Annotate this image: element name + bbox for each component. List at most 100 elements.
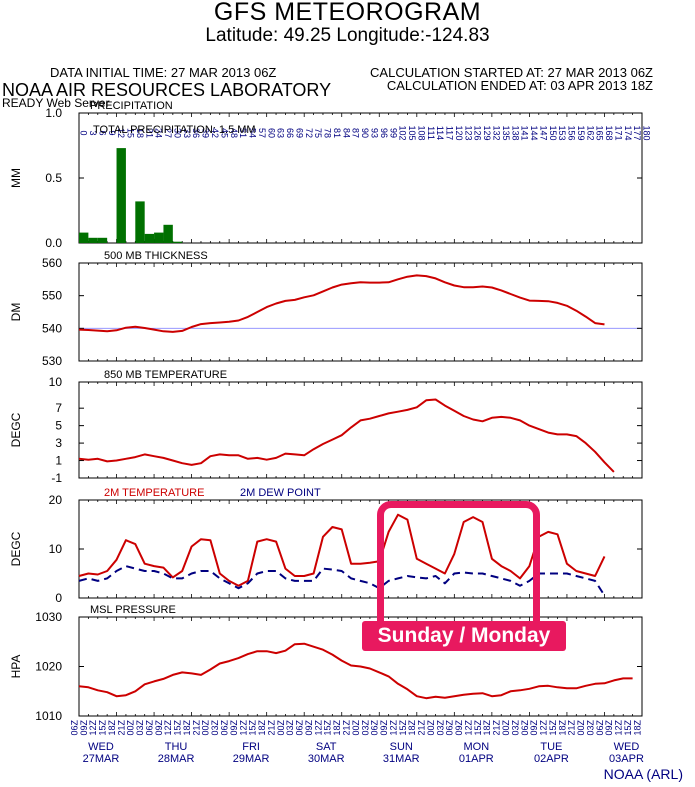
noaa-credit: NOAA (ARL) xyxy=(603,766,683,782)
hour-tick-label: 21Z xyxy=(567,720,577,736)
hour-tick-label: 18Z xyxy=(257,720,267,736)
hour-tick-label: 12Z xyxy=(163,720,173,736)
forecast-hour-label: 126 xyxy=(473,125,483,140)
forecast-hour-label: 18 xyxy=(135,128,145,138)
forecast-hour-label: 135 xyxy=(501,125,511,140)
hour-tick-label: 09Z xyxy=(379,720,389,736)
hour-tick-label: 00Z xyxy=(501,720,511,736)
panel-title: PRECIPITATION xyxy=(90,100,173,112)
highlight-label: Sunday / Monday xyxy=(362,621,566,651)
forecast-hour-label: 141 xyxy=(520,125,530,140)
hour-tick-label: 15Z xyxy=(173,720,183,736)
panel-frame xyxy=(78,262,643,362)
hour-tick-label: 03Z xyxy=(435,720,445,736)
day-label: THU xyxy=(165,741,188,753)
y-axis-label: DM xyxy=(9,303,23,322)
forecast-hour-label: 159 xyxy=(576,125,586,140)
day-label: TUE xyxy=(540,741,562,753)
hour-tick-label: 00Z xyxy=(126,720,136,736)
hour-tick-label: 21Z xyxy=(492,720,502,736)
y-tick-label: 5 xyxy=(55,419,62,433)
hour-tick-label: 15Z xyxy=(548,720,558,736)
hour-tick-label: 12Z xyxy=(88,720,98,736)
date-label: 02APR xyxy=(534,753,569,765)
hour-tick-label: 12Z xyxy=(238,720,248,736)
forecast-hour-label: 132 xyxy=(491,125,501,140)
hour-tick-label: 06Z xyxy=(520,720,530,736)
hour-tick-label: 15Z xyxy=(398,720,408,736)
hour-tick-label: 09Z xyxy=(604,720,614,736)
hour-tick-label: 03Z xyxy=(135,720,145,736)
calculation-started: CALCULATION STARTED AT: 27 MAR 2013 06Z xyxy=(370,65,653,80)
precip-bar xyxy=(163,224,173,243)
day-label: MON xyxy=(463,741,489,753)
forecast-hour-label: 60 xyxy=(266,128,276,138)
day-label: WED xyxy=(88,741,114,753)
y-axis-label: DEGC xyxy=(9,531,23,566)
hour-tick-label: 03Z xyxy=(510,720,520,736)
forecast-hour-label: 156 xyxy=(567,125,577,140)
forecast-hour-label: 171 xyxy=(613,125,623,140)
hour-tick-label: 00Z xyxy=(576,720,586,736)
hour-tick-label: 18Z xyxy=(107,720,117,736)
hour-tick-label: 06Z xyxy=(595,720,605,736)
precip-bar xyxy=(116,148,126,243)
hour-tick-label: 03Z xyxy=(285,720,295,736)
forecast-hour-label: 180 xyxy=(642,125,652,140)
forecast-hour-label: 24 xyxy=(154,128,164,138)
forecast-hour-label: 123 xyxy=(463,125,473,140)
hour-tick-label: 12Z xyxy=(388,720,398,736)
forecast-hour-label: 117 xyxy=(445,126,455,140)
forecast-hour-label: 9 xyxy=(107,130,117,135)
date-label: 27MAR xyxy=(83,753,120,765)
hour-tick-label: 06Z xyxy=(220,720,230,736)
hour-tick-label: 12Z xyxy=(463,720,473,736)
forecast-hour-label: 99 xyxy=(388,128,398,138)
precip-bar xyxy=(144,233,155,243)
forecast-hour-label: 33 xyxy=(182,128,192,138)
calculation-ended: CALCULATION ENDED AT: 03 APR 2013 18Z xyxy=(386,78,653,93)
hour-tick-label: 00Z xyxy=(426,720,436,736)
data-initial-time: DATA INITIAL TIME: 27 MAR 2013 06Z xyxy=(50,65,277,80)
panel-title: 2M DEW POINT xyxy=(240,487,321,499)
hour-tick-label: 18Z xyxy=(407,720,417,736)
forecast-hour-label: 27 xyxy=(163,128,173,138)
hour-tick-label: 09Z xyxy=(529,720,539,736)
forecast-hour-label: 3 xyxy=(88,130,98,135)
y-tick-label: 0 xyxy=(55,591,62,605)
hour-tick-label: 06Z xyxy=(370,720,380,736)
hour-tick-label: 18Z xyxy=(182,720,192,736)
hour-tick-label: 06Z xyxy=(144,720,154,736)
forecast-hour-label: 36 xyxy=(191,128,201,138)
forecast-hour-label: 153 xyxy=(557,125,567,140)
precip-bar xyxy=(154,232,164,243)
forecast-hour-label: 42 xyxy=(210,128,220,138)
forecast-hour-label: 90 xyxy=(360,128,370,138)
forecast-hour-label: 96 xyxy=(379,128,389,138)
hour-tick-label: 03Z xyxy=(585,720,595,736)
forecast-hour-label: 114 xyxy=(435,126,445,140)
y-tick-label: 10 xyxy=(49,542,63,556)
y-tick-label: 3 xyxy=(55,436,62,450)
forecast-hour-label: 174 xyxy=(623,125,633,140)
hour-tick-label: 12Z xyxy=(614,720,624,736)
day-label: WED xyxy=(614,741,640,753)
forecast-hour-label: 51 xyxy=(238,128,248,138)
forecast-hour-label: 162 xyxy=(585,125,595,140)
y-tick-label: 10 xyxy=(49,375,63,389)
forecast-hour-label: 111 xyxy=(426,126,436,140)
forecast-hour-label: 168 xyxy=(604,125,614,140)
panel-frame xyxy=(78,381,643,479)
forecast-hour-label: 78 xyxy=(323,128,333,138)
forecast-hour-label: 48 xyxy=(229,128,239,138)
chart-subtitle: Latitude: 49.25 Longitude:-124.83 xyxy=(205,25,490,46)
forecast-hour-label: 72 xyxy=(304,128,314,138)
hour-tick-label: 09Z xyxy=(154,720,164,736)
hour-tick-label: 21Z xyxy=(116,720,126,736)
hour-tick-label: 00Z xyxy=(276,720,286,736)
t2m-series-line xyxy=(78,565,606,597)
date-label: 01APR xyxy=(459,753,494,765)
forecast-hour-label: 75 xyxy=(313,128,323,138)
hour-tick-label: 09Z xyxy=(79,720,89,736)
